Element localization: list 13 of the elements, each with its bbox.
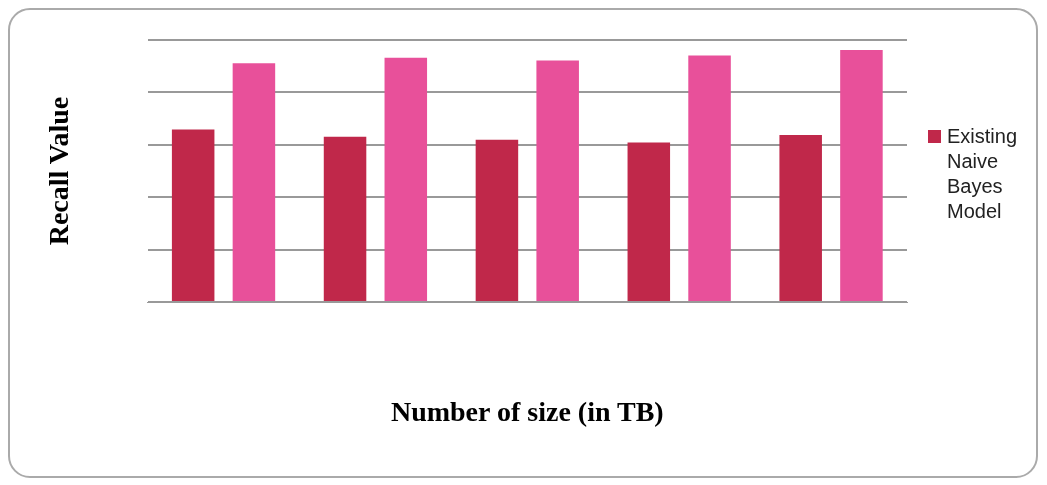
- y-axis-title: Recall Value: [43, 96, 75, 246]
- bar: [323, 136, 367, 301]
- x-axis-title: Number of size (in TB): [390, 396, 664, 428]
- bar: [688, 55, 731, 301]
- bar: [840, 50, 883, 301]
- bar: [779, 134, 822, 301]
- bar: [627, 142, 671, 301]
- bar: [536, 60, 579, 301]
- bar: [384, 57, 428, 301]
- bar: [475, 139, 519, 301]
- bar: [232, 63, 276, 301]
- legend-label: Existing Naive Bayes Model: [947, 124, 1019, 224]
- bar: [171, 129, 215, 301]
